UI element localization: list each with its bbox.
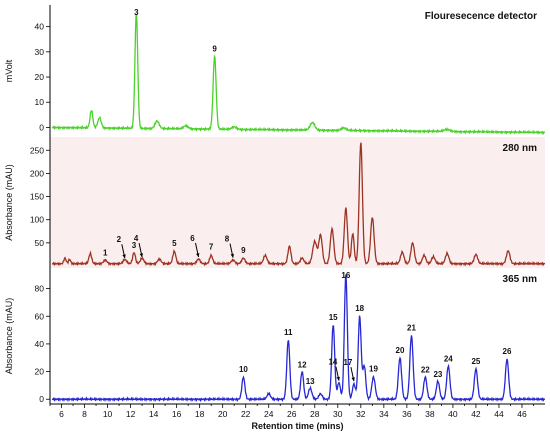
x-tick-label: 18 (195, 409, 205, 419)
peak-label-4: 4 (134, 234, 139, 243)
peak-label-17: 17 (343, 358, 352, 367)
peak-label-5: 5 (172, 239, 177, 248)
peak-label-23: 23 (433, 370, 442, 379)
y-tick-label: 20 (35, 367, 45, 377)
y-tick-label: 0 (39, 394, 44, 404)
peak-arrowhead-4 (139, 253, 144, 258)
y-axis-title: Absorbance (mAU) (4, 298, 14, 375)
peak-label-19: 19 (369, 365, 378, 374)
x-tick-label: 42 (471, 409, 481, 419)
x-tick-label: 38 (425, 409, 435, 419)
x-tick-label: 44 (494, 409, 504, 419)
y-tick-label: 60 (35, 311, 45, 321)
peak-label-15: 15 (329, 313, 338, 322)
peak-label-25: 25 (471, 357, 480, 366)
peak-label-16: 16 (341, 271, 350, 280)
chart-title: 280 nm (503, 143, 538, 154)
peak-label-7: 7 (209, 242, 214, 251)
peak-arrowhead-6 (196, 253, 200, 258)
chart-title: 365 nm (503, 274, 538, 285)
y-tick-label: 0 (39, 122, 44, 132)
peak-label-22: 22 (421, 366, 430, 375)
panel-background-2 (50, 137, 545, 268)
x-tick-label: 32 (356, 409, 366, 419)
peak-label-6: 6 (190, 234, 195, 243)
y-axis-title: mVolt (4, 59, 14, 82)
x-tick-label: 16 (172, 409, 182, 419)
x-tick-label: 22 (241, 409, 251, 419)
y-axis-title: Absorbance (mAU) (4, 164, 14, 241)
x-tick-label: 26 (287, 409, 297, 419)
peak-arrowhead-2 (122, 254, 126, 259)
y-tick-label: 200 (30, 168, 44, 178)
peak-label-9: 9 (241, 246, 246, 255)
y-tick-label: 40 (35, 339, 45, 349)
y-tick-label: 30 (35, 47, 45, 57)
x-tick-label: 14 (149, 409, 159, 419)
chart-panel-3: 0 20 40 60 80 Absorbance (mAU) 365 nm 10 11 12 13 1… (4, 268, 545, 431)
y-tick-label: 20 (35, 72, 45, 82)
peak-label-3: 3 (132, 241, 137, 250)
y-tick-label: 150 (30, 192, 44, 202)
x-tick-label: 40 (448, 409, 458, 419)
peak-label-13: 13 (306, 377, 315, 386)
x-tick-label: 30 (333, 409, 343, 419)
y-tick-label: 40 (35, 22, 45, 32)
x-tick-label: 10 (103, 409, 113, 419)
x-tick-label: 6 (59, 409, 64, 419)
peak-label-24: 24 (444, 355, 453, 364)
peak-label-26: 26 (503, 347, 512, 356)
x-tick-label: 20 (218, 409, 228, 419)
chart-panel-2: 50 100 150 200 250 Absorbance (mAU) 280 nm 12 34… (4, 137, 546, 268)
y-tick-label: 50 (35, 238, 45, 248)
y-tick-label: 10 (35, 97, 45, 107)
peak-arrowhead-8 (230, 253, 234, 258)
y-tick-label: 80 (35, 284, 45, 294)
x-tick-label: 46 (517, 409, 527, 419)
peak-label-18: 18 (355, 304, 364, 313)
peak-label-11: 11 (284, 328, 293, 337)
x-tick-label: 34 (379, 409, 389, 419)
peak-label-3: 3 (134, 8, 139, 17)
peak-label-21: 21 (407, 323, 416, 332)
y-tick-label: 250 (30, 145, 44, 155)
series-trace (51, 274, 545, 403)
peak-label-1: 1 (103, 248, 108, 257)
peak-label-10: 10 (239, 365, 248, 374)
x-tick-label: 36 (402, 409, 412, 419)
peak-label-9: 9 (212, 45, 217, 54)
x-tick-label: 28 (310, 409, 320, 419)
peak-label-14: 14 (328, 358, 337, 367)
peak-arrowhead-14 (336, 376, 340, 381)
y-tick-label: 100 (30, 215, 44, 225)
series-trace (51, 13, 546, 135)
x-tick-label: 12 (126, 409, 136, 419)
peak-label-2: 2 (117, 235, 122, 244)
peak-label-12: 12 (298, 360, 307, 369)
x-axis-title: Retention time (mins) (251, 421, 343, 431)
series-trace (51, 142, 546, 267)
chart-title: Flouresecence detector (425, 11, 537, 22)
peak-label-8: 8 (225, 235, 230, 244)
chart-panel-1: 0 10 20 30 40 mVolt Flouresecence detector 3 9 (4, 5, 546, 137)
x-tick-label: 24 (264, 409, 274, 419)
peak-label-20: 20 (396, 346, 405, 355)
x-tick-label: 8 (82, 409, 87, 419)
peak-arrowhead-17 (351, 377, 355, 382)
